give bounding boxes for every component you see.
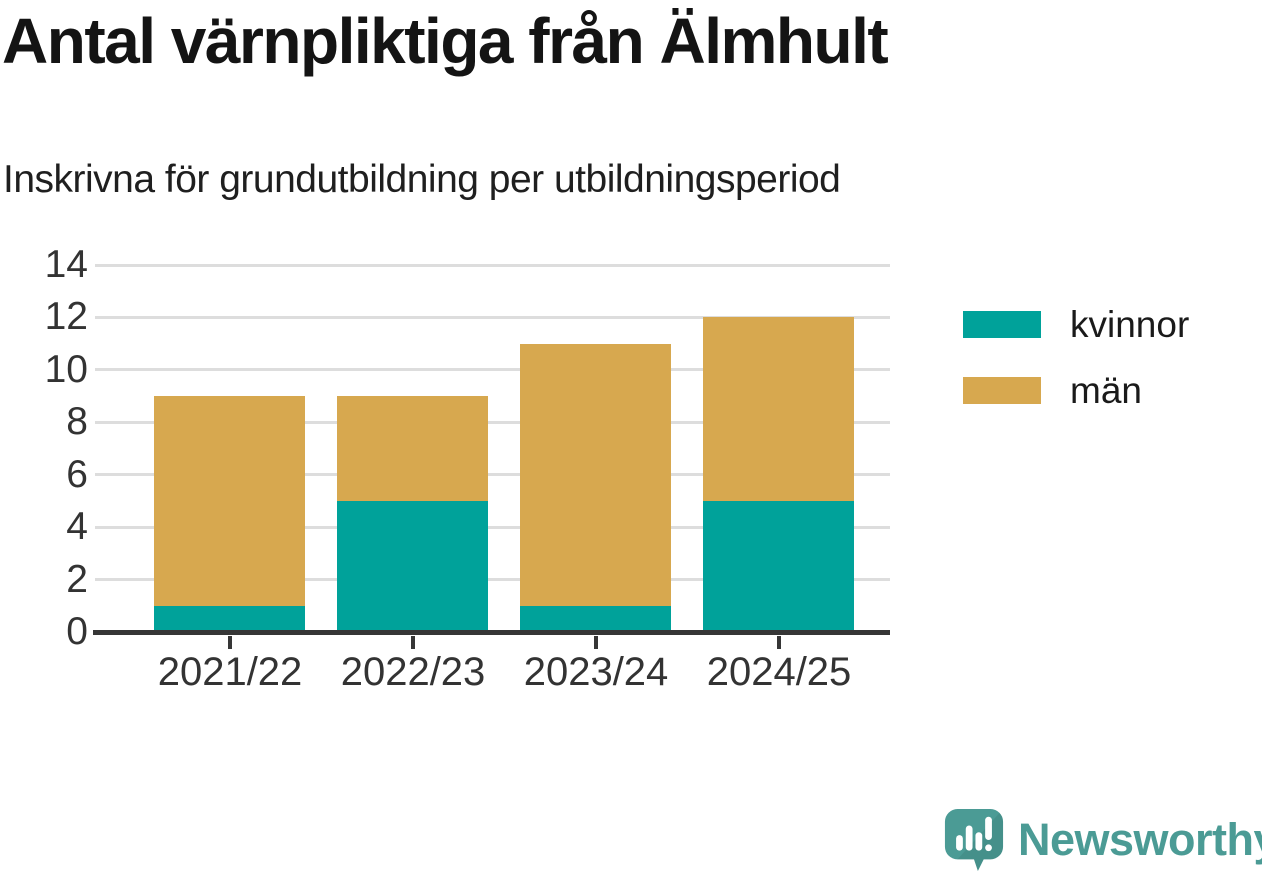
bar-segment-kvinnor-2023/24 <box>520 606 671 632</box>
bar-segment-män-2021/22 <box>154 396 305 606</box>
y-axis-tick-label: 14 <box>44 243 88 286</box>
x-axis-tick-label: 2023/24 <box>523 650 669 694</box>
brand-name: Newsworthy <box>1018 814 1262 865</box>
x-axis-tick-label: 2021/22 <box>157 650 303 694</box>
bar-segment-kvinnor-2024/25 <box>703 501 854 632</box>
y-axis-tick-label: 6 <box>66 453 88 496</box>
legend-item-kvinnor: kvinnor <box>963 306 1189 343</box>
newsworthy-logo-icon <box>944 809 1004 871</box>
legend-swatch-kvinnor <box>963 311 1041 338</box>
chart-title: Antal värnpliktiga från Älmhult <box>2 5 889 77</box>
y-axis-tick-label: 10 <box>44 348 88 391</box>
y-axis-tick-label: 8 <box>66 400 88 443</box>
x-axis-tick-label: 2022/23 <box>340 650 486 694</box>
y-axis-tick-label: 2 <box>66 558 88 601</box>
legend-item-män: män <box>963 372 1189 409</box>
chart-subtitle: Inskrivna för grundutbildning per utbild… <box>3 158 841 201</box>
y-axis-tick-label: 4 <box>66 505 88 548</box>
legend-label-män: män <box>1070 370 1142 411</box>
gridline-y-12 <box>95 316 890 319</box>
y-axis-tick-label: 0 <box>66 610 88 653</box>
x-axis-tick <box>411 636 415 649</box>
x-axis-tick <box>777 636 781 649</box>
gridline-y-8 <box>95 421 890 424</box>
gridline-y-6 <box>95 473 890 476</box>
x-axis-tick-label: 2024/25 <box>706 650 852 694</box>
bar-segment-män-2023/24 <box>520 344 671 606</box>
y-axis-tick-label: 12 <box>44 295 88 338</box>
legend: kvinnor män <box>963 306 1189 438</box>
gridline-y-14 <box>95 264 890 267</box>
legend-label-kvinnor: kvinnor <box>1070 304 1190 345</box>
x-axis-tick <box>594 636 598 649</box>
gridline-y-2 <box>95 578 890 581</box>
legend-swatch-män <box>963 377 1041 404</box>
gridline-y-4 <box>95 526 890 529</box>
bar-segment-kvinnor-2022/23 <box>337 501 488 632</box>
x-axis-tick <box>228 636 232 649</box>
x-axis-line <box>93 630 890 635</box>
gridline-y-10 <box>95 368 890 371</box>
bar-segment-män-2022/23 <box>337 396 488 501</box>
brand: Newsworthy <box>943 806 1262 874</box>
bar-segment-män-2024/25 <box>703 317 854 501</box>
bar-segment-kvinnor-2021/22 <box>154 606 305 632</box>
